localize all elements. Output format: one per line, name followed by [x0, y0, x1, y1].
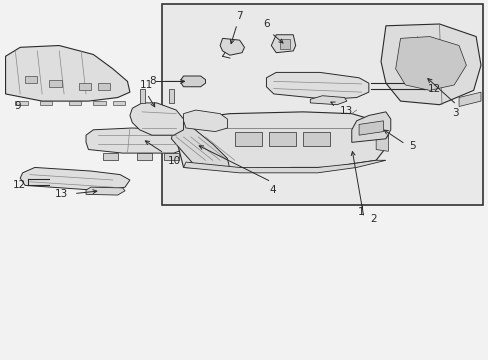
- Polygon shape: [40, 101, 52, 105]
- Text: 10: 10: [167, 156, 180, 166]
- Text: 2: 2: [369, 215, 376, 224]
- Polygon shape: [137, 153, 152, 160]
- Polygon shape: [98, 83, 110, 90]
- Polygon shape: [268, 132, 295, 146]
- Text: 4: 4: [269, 185, 276, 195]
- Text: 3: 3: [451, 108, 458, 118]
- Polygon shape: [183, 110, 227, 132]
- Polygon shape: [79, 83, 91, 90]
- Text: 7: 7: [236, 12, 243, 22]
- Text: 5: 5: [408, 141, 415, 151]
- Polygon shape: [130, 103, 183, 135]
- Polygon shape: [303, 132, 329, 146]
- Text: 12: 12: [13, 180, 26, 190]
- Polygon shape: [113, 101, 125, 105]
- Polygon shape: [310, 96, 346, 105]
- Polygon shape: [103, 153, 118, 160]
- Polygon shape: [395, 37, 466, 90]
- Polygon shape: [140, 89, 144, 103]
- Polygon shape: [15, 101, 27, 105]
- Polygon shape: [234, 132, 261, 146]
- Polygon shape: [271, 35, 295, 53]
- Polygon shape: [279, 39, 290, 49]
- Text: 13: 13: [55, 189, 68, 199]
- Text: 9: 9: [15, 101, 21, 111]
- Polygon shape: [176, 112, 387, 169]
- Polygon shape: [5, 45, 130, 101]
- Text: 6: 6: [263, 19, 269, 30]
- Polygon shape: [183, 160, 385, 173]
- Polygon shape: [181, 76, 205, 87]
- Polygon shape: [220, 39, 244, 55]
- Text: 8: 8: [149, 76, 156, 86]
- Polygon shape: [163, 153, 178, 160]
- Polygon shape: [25, 76, 37, 83]
- Polygon shape: [458, 92, 480, 107]
- Polygon shape: [375, 135, 387, 151]
- Polygon shape: [168, 89, 173, 103]
- Bar: [161, 4, 483, 205]
- Polygon shape: [171, 119, 229, 169]
- Polygon shape: [49, 80, 61, 87]
- Polygon shape: [86, 187, 125, 195]
- Polygon shape: [93, 101, 105, 105]
- Text: 11: 11: [139, 80, 152, 90]
- Polygon shape: [69, 101, 81, 105]
- Text: 12: 12: [427, 84, 440, 94]
- Polygon shape: [351, 112, 390, 142]
- Polygon shape: [266, 72, 368, 99]
- Text: 13: 13: [339, 107, 352, 117]
- Polygon shape: [86, 128, 185, 153]
- Polygon shape: [358, 121, 383, 135]
- Text: 1: 1: [357, 207, 364, 217]
- Polygon shape: [20, 167, 130, 191]
- Polygon shape: [380, 24, 480, 105]
